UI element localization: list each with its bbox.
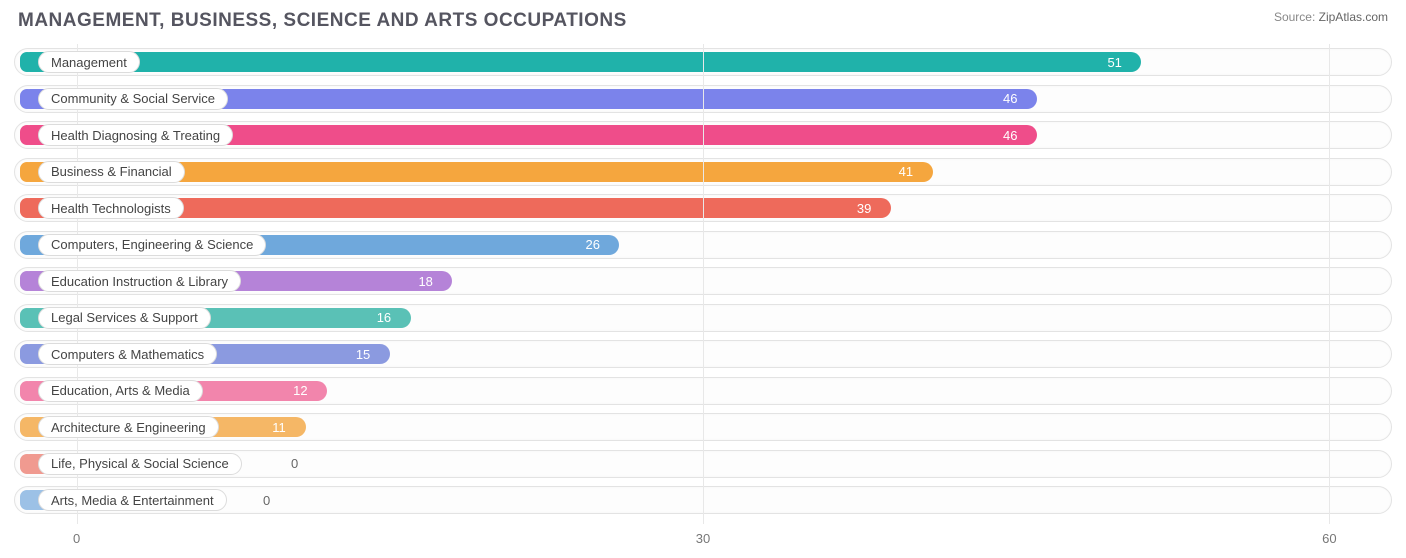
bar-value: 11 [272,409,286,445]
bar-value: 39 [857,190,871,226]
source-label: Source: [1274,10,1315,24]
category-pill: Education, Arts & Media [38,380,203,402]
category-pill: Arts, Media & Entertainment [38,489,227,511]
category-pill: Legal Services & Support [38,307,211,329]
category-pill: Education Instruction & Library [38,270,241,292]
category-pill: Health Technologists [38,197,184,219]
x-tick-label: 60 [1322,531,1336,546]
category-pill: Health Diagnosing & Treating [38,124,233,146]
bar-value: 18 [418,263,432,299]
bar-value: 26 [585,227,599,263]
gridline [1329,44,1330,524]
x-axis: 0 30 60 [14,524,1392,550]
bar-value: 46 [1003,81,1017,117]
category-pill: Business & Financial [38,161,185,183]
gridline [703,44,704,524]
bar-value: 12 [293,373,307,409]
category-pill: Architecture & Engineering [38,416,219,438]
category-pill: Community & Social Service [38,88,228,110]
chart-area: Management 51 Community & Social Service 46… [14,44,1392,550]
category-pill: Management [38,51,140,73]
source-attribution: Source: ZipAtlas.com [1274,10,1388,24]
source-site: ZipAtlas.com [1319,10,1388,24]
bar-value: 51 [1107,44,1121,80]
x-tick-label: 0 [73,531,80,546]
bar-value: 41 [899,154,913,190]
x-tick-label: 30 [696,531,710,546]
bar [20,52,1141,72]
bar-value: 15 [356,336,370,372]
category-pill: Computers & Mathematics [38,343,217,365]
bar-value: 46 [1003,117,1017,153]
bar-value: 16 [377,300,391,336]
bar-value: 0 [263,482,270,518]
chart-title: MANAGEMENT, BUSINESS, SCIENCE AND ARTS O… [0,0,1406,32]
category-pill: Computers, Engineering & Science [38,234,266,256]
bar-value: 0 [291,446,298,482]
category-pill: Life, Physical & Social Science [38,453,242,475]
